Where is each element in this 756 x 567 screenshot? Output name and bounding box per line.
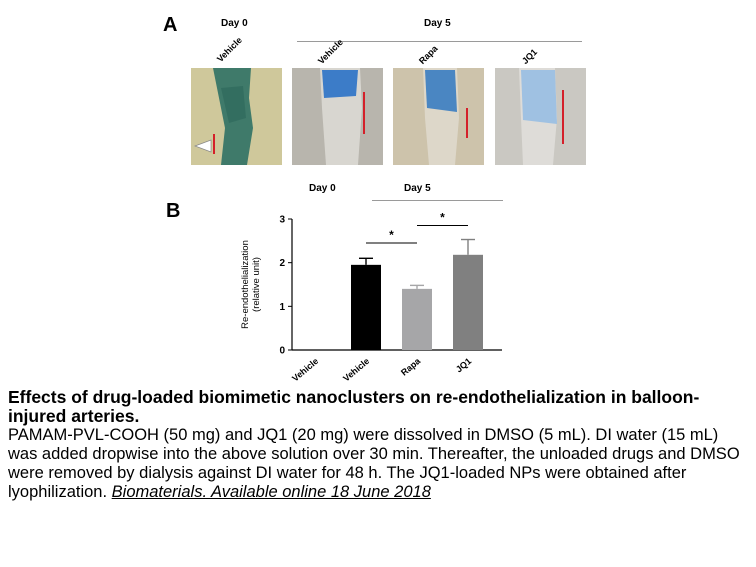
y-tick-label: 0 (279, 346, 285, 357)
significance-star: * (440, 211, 445, 225)
figure-caption: Effects of drug-loaded biomimetic nanocl… (8, 388, 748, 502)
caption-source-link[interactable]: Biomaterials. Available online 18 June 2… (111, 483, 431, 501)
panel-b-day5-line (372, 200, 503, 201)
panel-a-label-jq1: JQ1 (519, 46, 540, 66)
panel-b-letter: B (166, 200, 181, 222)
panel-a-day5-line (297, 41, 582, 42)
micrograph-day5-vehicle (292, 68, 383, 165)
x-tick-label: Vehicle (341, 356, 371, 384)
y-tick-label: 2 (279, 258, 285, 269)
caption-title: Effects of drug-loaded biomimetic nanocl… (8, 387, 700, 426)
y-tick-label: 1 (279, 302, 285, 313)
micrograph-day5-jq1 (495, 68, 586, 165)
panel-b-day0-label: Day 0 (309, 183, 336, 194)
panel-b-day5-label: Day 5 (404, 183, 431, 194)
bar (453, 254, 483, 350)
significance-star: * (389, 228, 394, 242)
micrograph-day0-vehicle (191, 68, 282, 165)
y-axis-label: Re-endothelialization (240, 240, 251, 329)
y-axis-label: (relative unit) (251, 257, 262, 312)
caption-text: PAMAM-PVL-COOH (50 mg) and JQ1 (20 mg) w… (8, 426, 740, 501)
bar (351, 264, 381, 350)
x-tick-label: JQ1 (454, 356, 473, 375)
re-endothelialization-bar-chart: 0 1 2 3 Re-endothelialization (relative unit)… (240, 211, 502, 384)
y-tick-label: 3 (279, 215, 285, 226)
x-tick-label: Rapa (399, 355, 423, 377)
panel-a-label-rapa: Rapa (416, 43, 440, 66)
panel-a-label-vehicle-day0: Vehicle (214, 34, 244, 64)
x-tick-label: Vehicle (290, 356, 320, 384)
panel-a-day5-label: Day 5 (424, 18, 451, 29)
panel-a-letter: A (163, 14, 178, 36)
panel-a-day0-label: Day 0 (221, 18, 248, 29)
bar (402, 288, 432, 350)
caption-body: PAMAM-PVL-COOH (50 mg) and JQ1 (20 mg) w… (8, 426, 748, 502)
micrograph-day5-rapa (393, 68, 484, 165)
